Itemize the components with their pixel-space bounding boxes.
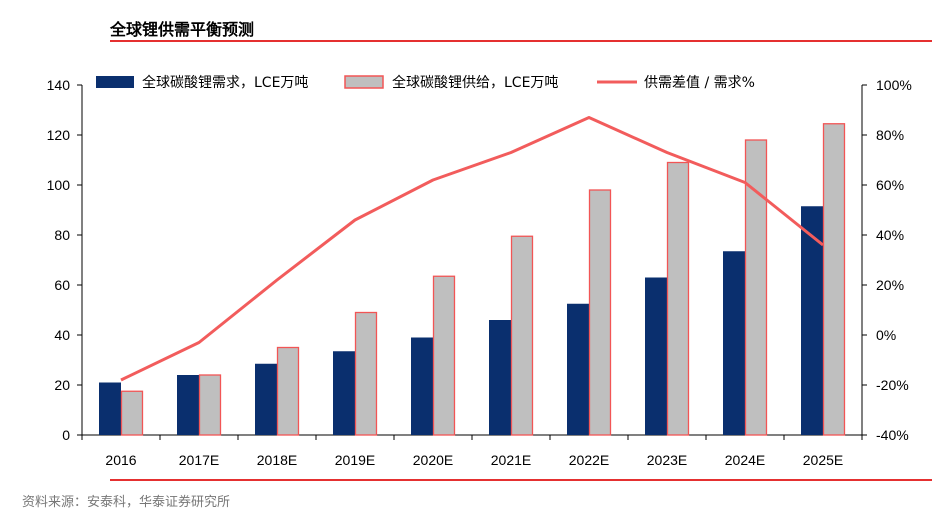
right-tick-label: 0% xyxy=(876,327,896,343)
right-tick-label: 80% xyxy=(876,127,904,143)
right-tick-label: 60% xyxy=(876,177,904,193)
x-tick-label: 2022E xyxy=(569,452,609,468)
x-tick-label: 2019E xyxy=(335,452,375,468)
legend: 全球碳酸锂需求，LCE万吨 全球碳酸锂供给，LCE万吨 供需差值 / 需求% xyxy=(96,74,755,91)
bar-supply xyxy=(432,275,456,436)
footer-rule xyxy=(110,479,932,481)
x-tick-label: 2024E xyxy=(725,452,765,468)
left-tick-label: 100 xyxy=(47,177,71,193)
bar-supply xyxy=(198,374,222,436)
x-tick-label: 2021E xyxy=(491,452,531,468)
bar-demand xyxy=(801,206,823,435)
left-tick-label: 140 xyxy=(47,77,71,93)
legend-swatch-supply xyxy=(344,75,384,89)
right-tick-label: 40% xyxy=(876,227,904,243)
title-underline xyxy=(110,40,932,42)
axes: 0 20 40 60 80 100 120 140 -40% -20% 0% 20% 40% 60% 80%… xyxy=(47,77,912,468)
ratio-line xyxy=(120,116,824,382)
bar-demand xyxy=(723,251,745,435)
bar-supply xyxy=(354,311,378,436)
bar-supply xyxy=(822,123,846,436)
bar-demand xyxy=(567,303,589,435)
bar-supply xyxy=(588,189,612,436)
x-tick-label: 2016 xyxy=(105,452,136,468)
bar-demand xyxy=(489,320,511,435)
x-tick-label: 2018E xyxy=(257,452,297,468)
right-tick-label: 100% xyxy=(876,77,912,93)
right-tick-label: -20% xyxy=(876,377,909,393)
legend-label-supply: 全球碳酸锂供给，LCE万吨 xyxy=(392,74,558,91)
bar-supply xyxy=(744,139,768,436)
bar-demand xyxy=(255,363,277,435)
left-tick-label: 40 xyxy=(54,327,70,343)
bar-demand xyxy=(411,337,433,435)
x-tick-label: 2023E xyxy=(647,452,687,468)
left-tick-label: 0 xyxy=(62,427,70,443)
bar-supply xyxy=(276,346,300,436)
x-tick-label: 2020E xyxy=(413,452,453,468)
bars xyxy=(99,123,846,436)
legend-label-demand: 全球碳酸锂需求，LCE万吨 xyxy=(142,74,308,91)
bar-supply xyxy=(120,390,144,436)
right-tick-label: -40% xyxy=(876,427,909,443)
left-tick-label: 20 xyxy=(54,377,70,393)
bar-demand xyxy=(645,277,667,435)
x-tick-label: 2025E xyxy=(803,452,843,468)
left-tick-label: 120 xyxy=(47,127,71,143)
x-tick-label: 2017E xyxy=(179,452,219,468)
legend-label-ratio: 供需差值 / 需求% xyxy=(644,75,755,91)
bar-supply xyxy=(666,161,690,436)
bar-demand xyxy=(177,375,199,435)
legend-swatch-demand xyxy=(96,76,134,88)
source-note: 资料来源：安泰科，华泰证券研究所 xyxy=(22,495,231,510)
bar-demand xyxy=(99,382,121,435)
ratio-series-line xyxy=(120,116,824,382)
chart-area: 0 20 40 60 80 100 120 140 -40% -20% 0% 20% 40% 60% 80%… xyxy=(47,74,912,468)
bar-supply xyxy=(510,235,534,436)
bar-demand xyxy=(333,351,355,435)
chart-title: 全球锂供需平衡预测 xyxy=(110,20,255,39)
left-tick-label: 60 xyxy=(54,277,70,293)
right-tick-label: 20% xyxy=(876,277,904,293)
left-tick-label: 80 xyxy=(54,227,70,243)
